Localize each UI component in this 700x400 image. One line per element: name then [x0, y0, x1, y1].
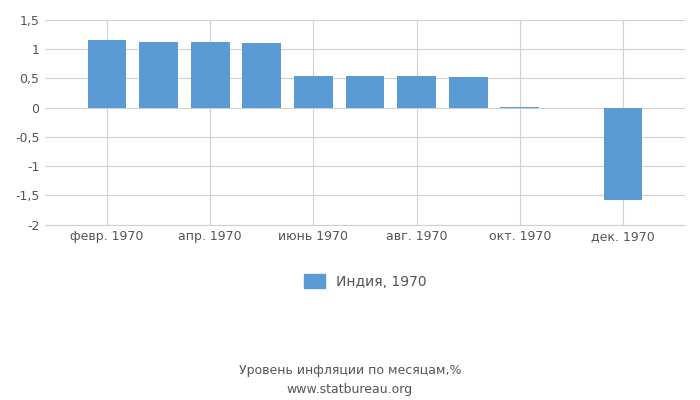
Bar	[346, 76, 384, 108]
Legend: Индия, 1970: Индия, 1970	[298, 268, 432, 294]
Text: Уровень инфляции по месяцам,%
www.statbureau.org: Уровень инфляции по месяцам,% www.statbu…	[239, 364, 461, 396]
Bar	[191, 42, 230, 108]
Bar	[500, 106, 539, 108]
Bar	[449, 77, 488, 108]
Bar	[603, 108, 643, 200]
Bar	[294, 76, 332, 108]
Bar	[88, 40, 126, 108]
Bar	[139, 42, 178, 108]
Bar	[398, 76, 436, 108]
Bar	[242, 43, 281, 108]
